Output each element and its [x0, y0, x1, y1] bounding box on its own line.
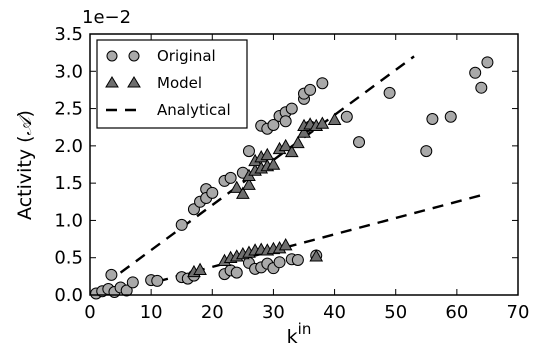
y-tick-label-0: 0.0 — [54, 285, 83, 306]
original-point-36 — [273, 256, 286, 269]
y-axis-label-suffix: ) — [14, 110, 36, 117]
original-point-10 — [151, 274, 164, 287]
original-point-44 — [304, 83, 317, 96]
y-tick-label-3: 1.5 — [54, 173, 83, 194]
x-tick-label-40: 40 — [323, 302, 346, 323]
legend-analytical-label: Analytical — [157, 101, 231, 119]
y-tick-label-6: 3.0 — [54, 61, 83, 82]
original-point-49 — [353, 136, 366, 149]
original-point-22 — [224, 171, 237, 184]
original-point-19 — [206, 186, 219, 199]
axis-tick-labels: 0 10 20 30 40 50 60 70 0.0 0.5 1.0 1.5 2.0 2.5 3.0 3.5 — [54, 24, 529, 323]
y-tick-label-5: 2.5 — [54, 99, 83, 120]
original-point-7 — [120, 284, 133, 297]
x-tick-label-70: 70 — [507, 302, 530, 323]
model-point-16 — [236, 186, 250, 199]
original-point-24 — [230, 266, 243, 279]
plot-area — [90, 55, 494, 300]
original-point-26 — [242, 145, 255, 158]
y-tick-label-7: 3.5 — [54, 24, 83, 45]
model-point-28 — [284, 144, 299, 158]
model-point-30 — [297, 125, 311, 138]
original-point-38 — [279, 115, 292, 128]
legend-model-label: Model — [157, 74, 202, 92]
model-point-2 — [193, 262, 207, 275]
model-point-29 — [291, 135, 305, 149]
original-point-4 — [105, 268, 118, 281]
original-point-8 — [126, 276, 139, 289]
x-axis-label: kin — [287, 320, 312, 348]
x-tick-label-0: 0 — [84, 302, 95, 323]
x-tick-label-50: 50 — [384, 302, 407, 323]
y-tick-label-4: 2.0 — [54, 136, 83, 157]
plot-frame — [89, 33, 519, 296]
y-axis-label-prefix: Activity ( — [14, 135, 36, 220]
model-point-25 — [266, 157, 281, 170]
model-point-15 — [229, 180, 244, 193]
original-point-50 — [383, 86, 396, 99]
analytical-line-1 — [119, 55, 415, 274]
legend-original-marker-2 — [128, 50, 140, 62]
original-point-56 — [481, 56, 494, 69]
x-axis-label-sup: in — [298, 320, 312, 338]
original-point-55 — [475, 81, 488, 94]
y-tick-label-2: 1.0 — [54, 210, 83, 231]
y-multiplier-label: 1e−2 — [82, 7, 131, 28]
y-axis-label: Activity (𝒜) — [14, 110, 36, 220]
model-point-17 — [242, 177, 256, 190]
original-point-52 — [426, 113, 439, 126]
model-point-24 — [260, 147, 275, 161]
original-point-39 — [285, 102, 298, 115]
legend-original-marker-1 — [106, 50, 118, 62]
model-point-13 — [278, 238, 293, 251]
legend-original-label: Original — [157, 47, 216, 65]
model-point-35 — [327, 112, 342, 126]
original-point-11 — [175, 218, 188, 231]
legend-model-marker-2 — [127, 76, 141, 88]
x-tick-label-10: 10 — [140, 302, 163, 323]
x-tick-label-60: 60 — [445, 302, 468, 323]
original-point-47 — [316, 77, 329, 90]
original-point-53 — [444, 110, 457, 123]
x-axis-label-main: k — [287, 326, 298, 348]
x-tick-label-30: 30 — [262, 302, 285, 323]
model-point-34 — [315, 116, 330, 129]
y-tick-label-1: 0.5 — [54, 248, 83, 269]
legend: Original Model Analytical — [96, 39, 248, 129]
original-point-41 — [291, 253, 304, 266]
original-point-51 — [420, 145, 433, 158]
model-point-14 — [309, 249, 324, 262]
legend-box — [96, 39, 248, 129]
original-point-54 — [469, 66, 482, 79]
axis-ticks — [89, 33, 519, 296]
analytical-line-2 — [156, 192, 488, 283]
original-point-48 — [340, 110, 353, 123]
original-point-33 — [267, 118, 280, 131]
legend-model-marker-1 — [105, 76, 119, 88]
model-point-27 — [278, 138, 293, 152]
x-tick-label-20: 20 — [201, 302, 224, 323]
